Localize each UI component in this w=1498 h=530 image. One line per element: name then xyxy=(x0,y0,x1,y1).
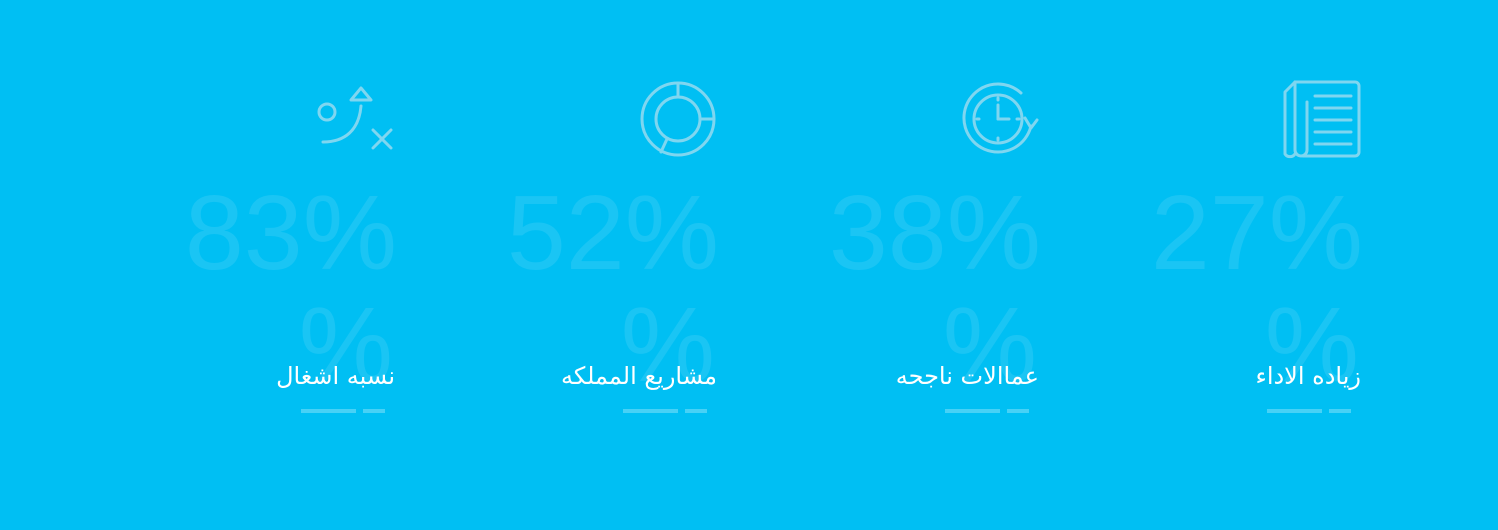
strategy-icon xyxy=(315,78,397,160)
stat-underline xyxy=(623,409,707,413)
stat-value: 27% % xyxy=(1150,174,1363,404)
underline-short xyxy=(363,409,385,413)
stat-underline xyxy=(945,409,1029,413)
underline-long xyxy=(945,409,1000,413)
clock-refresh-icon xyxy=(959,78,1041,160)
stat-value: 38% % xyxy=(828,174,1041,404)
stat-underline xyxy=(1267,409,1351,413)
stat-label: نسبه اشغال xyxy=(276,362,395,390)
stat-value: 83% % xyxy=(184,174,397,404)
stat-label: مشاريع المملكه xyxy=(560,362,717,390)
stat-performance-increase: 27% % زياده الاداء xyxy=(1063,0,1363,530)
stat-kingdom-projects: 52% % مشاريع المملكه xyxy=(419,0,719,530)
underline-long xyxy=(1267,409,1322,413)
stat-occupancy: 83% % نسبه اشغال xyxy=(97,0,397,530)
underline-short xyxy=(1329,409,1351,413)
stat-value: 52% % xyxy=(506,174,719,404)
stat-label: عماالات ناجحه xyxy=(895,362,1039,390)
donut-chart-icon xyxy=(637,78,719,160)
stat-underline xyxy=(301,409,385,413)
underline-long xyxy=(623,409,678,413)
stat-label: زياده الاداء xyxy=(1255,362,1361,390)
document-icon xyxy=(1281,78,1363,160)
stat-successful-clients: 38% % عماالات ناجحه xyxy=(741,0,1041,530)
underline-short xyxy=(685,409,707,413)
underline-long xyxy=(301,409,356,413)
underline-short xyxy=(1007,409,1029,413)
